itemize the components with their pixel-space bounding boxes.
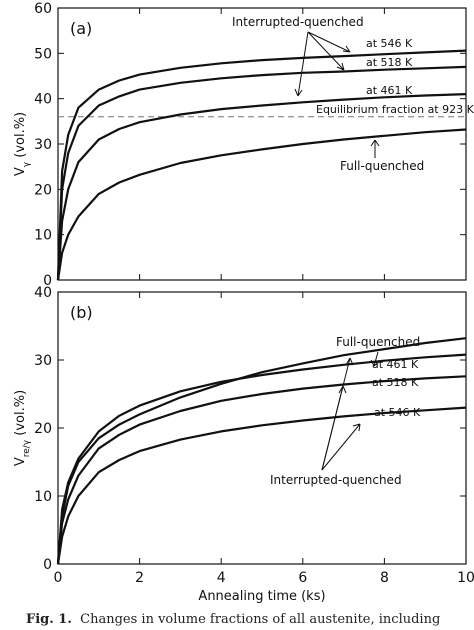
series-line-0: [56, 49, 467, 281]
x-tick-label: 6: [298, 570, 307, 586]
panel-a-group-arrow-518: [307, 31, 345, 71]
y-tick-label: 0: [43, 557, 52, 573]
panel-b-group-arrow-518: [321, 385, 347, 471]
x-tick-label: 2: [135, 570, 144, 586]
figure-caption: Fig. 1. Changes in volume fractions of a…: [26, 612, 466, 627]
y-tick-label: 30: [34, 353, 52, 369]
y-tick-label: 40: [34, 285, 52, 301]
panel-a-full-arrow: [370, 139, 380, 158]
panel-a-group-label: Interrupted-quenched: [232, 15, 364, 29]
series-line-1: [56, 65, 467, 281]
series-line-2: [56, 93, 467, 281]
panel-a-series-label-546: at 546 K: [366, 37, 413, 50]
y-tick-label: 40: [34, 92, 52, 108]
series-line-2: [56, 375, 467, 565]
panel-a-ticks: [57, 7, 467, 281]
panel-b-group-label: Interrupted-quenched: [270, 473, 402, 487]
panel-a-series-label-518: at 518 K: [366, 56, 413, 69]
panel-b-curves: [56, 337, 467, 565]
y-tick-label: 60: [34, 1, 52, 17]
series-line-0: [56, 337, 467, 565]
y-tick-label: 0: [43, 273, 52, 289]
series-line-3: [56, 128, 467, 281]
panel-a-curves: [56, 49, 467, 281]
y-tick-label: 50: [34, 46, 52, 62]
panel-b-series-label-546: at 546 K: [374, 406, 421, 419]
y-tick-label: 20: [34, 421, 52, 437]
panel-b-full-arrow: [370, 351, 380, 367]
panel-a-equilibrium-label: Equilibrium fraction at 923 K: [316, 103, 474, 116]
x-tick-label: 4: [217, 570, 226, 586]
panel-a-label: (a): [70, 19, 92, 38]
panel-a-group-arrow-461: [294, 31, 309, 97]
panel-a-series-label-full: Full-quenched: [340, 159, 424, 173]
panel-b-series-label-full: Full-quenched: [336, 335, 420, 349]
panel-b: 0 10 20 30 40 0 2 4 6 8 10 (b) Vre/γ (vol.%) Full-…: [13, 285, 474, 604]
x-tick-label: 0: [54, 570, 63, 586]
y-tick-label: 10: [34, 228, 52, 244]
caption-text: Changes in volume fractions of all auste…: [80, 612, 441, 627]
panel-b-label: (b): [70, 303, 93, 322]
panel-b-group-arrow-546: [321, 423, 361, 471]
panel-a-tick-labels: 0 10 20 30 40 50 60: [34, 1, 52, 289]
x-axis-title: Annealing time (ks): [198, 589, 325, 604]
panel-b-tick-labels: 0 10 20 30 40 0 2 4 6 8 10: [34, 285, 474, 586]
x-tick-label: 10: [457, 570, 474, 586]
panel-b-frame: [57, 291, 467, 565]
series-line-3: [56, 406, 467, 565]
y-tick-label: 20: [34, 182, 52, 198]
panel-a-series-label-461: at 461 K: [366, 84, 413, 97]
series-line-1: [56, 353, 467, 565]
panel-b-ylabel: Vre/γ (vol.%): [13, 390, 32, 466]
y-tick-label: 10: [34, 489, 52, 505]
panel-a: 0 10 20 30 40 50 60 (a) Vγ (vol.%) Interrupted…: [13, 1, 474, 289]
x-tick-label: 8: [380, 570, 389, 586]
panel-a-ylabel: Vγ (vol.%): [13, 112, 32, 176]
panel-b-series-label-518: at 518 K: [372, 376, 419, 389]
panel-b-series-label-461: at 461 K: [372, 358, 419, 371]
caption-label: Fig. 1.: [26, 612, 72, 627]
panel-a-group-arrow-546: [307, 31, 351, 53]
panel-b-ticks: [57, 291, 467, 565]
y-tick-label: 30: [34, 137, 52, 153]
